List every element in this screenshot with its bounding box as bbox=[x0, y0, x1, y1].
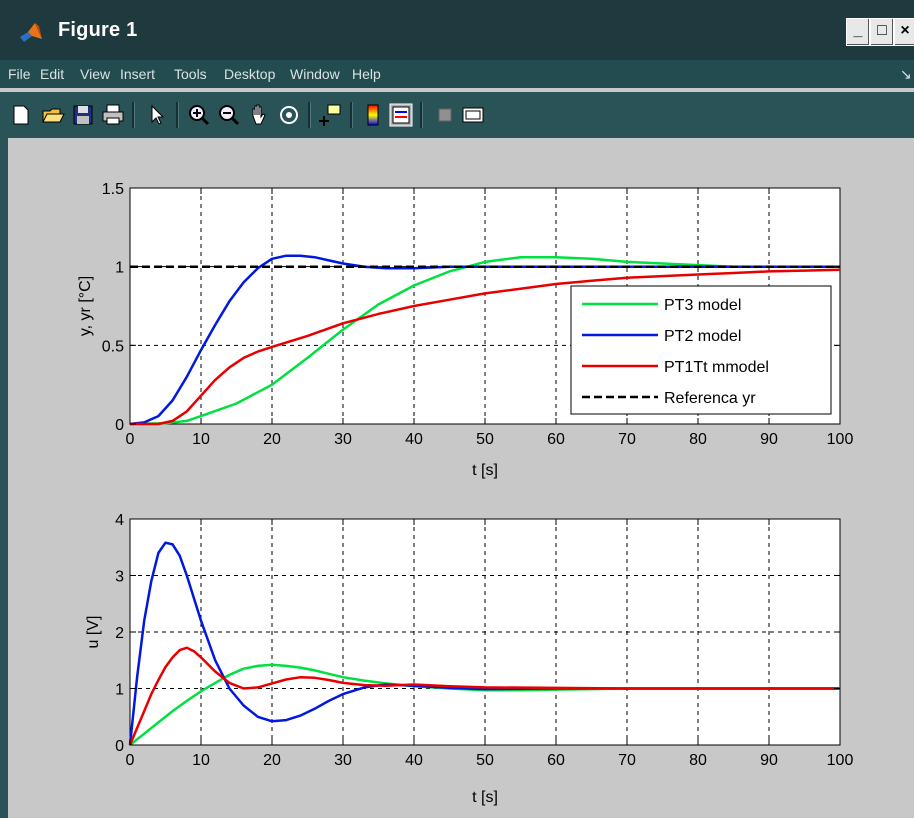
x-tick-label: 10 bbox=[192, 431, 210, 448]
menu-dock-arrow-icon[interactable]: ↘ bbox=[900, 66, 912, 82]
bottom-axes[interactable]: 0 10 20 30 40 50 60 70 80 90 100 0 1 2 3 4 t [s] u [V] bbox=[85, 512, 853, 806]
series-line-1-1 bbox=[128, 541, 840, 746]
minimize-button[interactable]: _ bbox=[846, 18, 870, 46]
menu-file[interactable]: File bbox=[8, 66, 31, 82]
menu-edit[interactable]: Edit bbox=[40, 66, 65, 82]
x-tick-label: 50 bbox=[476, 752, 494, 769]
figure-toolbar bbox=[0, 92, 914, 138]
legend-icon[interactable] bbox=[388, 102, 414, 128]
show-plot-tools-icon[interactable] bbox=[460, 102, 486, 128]
legend-box bbox=[570, 285, 832, 415]
y-tick-label: 0 bbox=[115, 417, 124, 434]
zoom-in-icon[interactable] bbox=[186, 102, 212, 128]
x-tick-label: 40 bbox=[405, 752, 423, 769]
x-tick-label: 90 bbox=[760, 431, 778, 448]
x-tick-label: 60 bbox=[547, 431, 565, 448]
menu-tools[interactable]: Tools bbox=[174, 66, 207, 82]
x-tick-label: 100 bbox=[827, 431, 854, 448]
top-axes-lines bbox=[129, 254, 841, 426]
menu-view[interactable]: View bbox=[80, 66, 111, 82]
x-tick-label: 0 bbox=[126, 752, 135, 769]
y-tick-label: 1.5 bbox=[102, 181, 124, 198]
y-tick-label: 3 bbox=[115, 569, 124, 586]
menu-window[interactable]: Window bbox=[290, 66, 340, 82]
maximize-button[interactable]: □ bbox=[870, 18, 894, 46]
colorbar-icon[interactable] bbox=[360, 102, 386, 128]
legend[interactable]: PT3 model PT2 model PT1Tt mmodel Referen… bbox=[570, 285, 832, 415]
x-tick-label: 30 bbox=[334, 752, 352, 769]
y-tick-label: 0.5 bbox=[102, 338, 124, 355]
y-tick-label: 2 bbox=[115, 625, 124, 642]
close-button[interactable]: × bbox=[894, 18, 914, 46]
legend-label-pt3: PT3 model bbox=[664, 297, 741, 314]
hide-plot-tools-icon[interactable] bbox=[432, 102, 458, 128]
legend-label-pt2: PT2 model bbox=[664, 328, 741, 345]
menu-insert[interactable]: Insert bbox=[120, 66, 156, 82]
x-tick-label: 30 bbox=[334, 431, 352, 448]
zoom-out-icon[interactable] bbox=[216, 102, 242, 128]
rotate-3d-icon[interactable] bbox=[276, 102, 302, 128]
select-arrow-icon[interactable] bbox=[144, 102, 170, 128]
top-axes[interactable]: 0 10 20 30 40 50 60 70 80 90 100 0 0.5 1 1.5 t [s] y, … bbox=[77, 181, 853, 479]
y-tick-label: 1 bbox=[115, 260, 124, 277]
y-tick-label: 4 bbox=[115, 512, 124, 529]
data-cursor-icon[interactable] bbox=[318, 102, 344, 128]
pan-hand-icon[interactable] bbox=[246, 102, 272, 128]
open-file-icon[interactable] bbox=[40, 102, 66, 128]
legend-label-pt1tt: PT1Tt mmodel bbox=[664, 359, 769, 376]
top-ylabel: y, yr [°C] bbox=[77, 276, 94, 336]
x-tick-label: 40 bbox=[405, 431, 423, 448]
y-tick-label: 0 bbox=[115, 738, 124, 755]
x-tick-label: 50 bbox=[476, 431, 494, 448]
x-tick-label: 70 bbox=[618, 752, 636, 769]
window-left-border bbox=[0, 138, 8, 818]
window-title: Figure 1 bbox=[58, 19, 138, 41]
legend-label-ref: Referenca yr bbox=[664, 390, 756, 407]
bottom-axes-lines bbox=[128, 541, 840, 746]
menu-help[interactable]: Help bbox=[352, 66, 381, 82]
x-tick-label: 80 bbox=[689, 431, 707, 448]
x-tick-label: 20 bbox=[263, 431, 281, 448]
x-tick-label: 20 bbox=[263, 752, 281, 769]
top-xlabel: t [s] bbox=[472, 462, 498, 479]
x-tick-label: 60 bbox=[547, 752, 565, 769]
x-tick-label: 80 bbox=[689, 752, 707, 769]
print-icon[interactable] bbox=[100, 102, 126, 128]
y-tick-label: 1 bbox=[115, 682, 124, 699]
x-tick-label: 0 bbox=[126, 431, 135, 448]
x-tick-label: 10 bbox=[192, 752, 210, 769]
bottom-xlabel: t [s] bbox=[472, 789, 498, 806]
series-line-0-2 bbox=[130, 268, 841, 426]
bottom-ylabel: u [V] bbox=[85, 616, 102, 649]
menu-bar: File Edit View Insert Tools Desktop Wind… bbox=[0, 60, 914, 88]
window-title-bar[interactable]: Figure 1 _ □ × bbox=[0, 0, 914, 60]
menu-desktop[interactable]: Desktop bbox=[224, 66, 276, 82]
matlab-logo-icon bbox=[20, 23, 42, 42]
x-tick-label: 70 bbox=[618, 431, 636, 448]
save-icon[interactable] bbox=[70, 102, 96, 128]
series-line-1-2 bbox=[128, 646, 840, 746]
new-figure-icon[interactable] bbox=[8, 102, 34, 128]
bottom-axes-ticks: 0 10 20 30 40 50 60 70 80 90 100 0 1 2 3 4 bbox=[115, 512, 853, 769]
series-line-0-0 bbox=[129, 255, 840, 426]
x-tick-label: 100 bbox=[827, 752, 854, 769]
x-tick-label: 90 bbox=[760, 752, 778, 769]
top-axes-ticks: 0 10 20 30 40 50 60 70 80 90 100 0 0.5 1 1.5 bbox=[102, 181, 854, 448]
